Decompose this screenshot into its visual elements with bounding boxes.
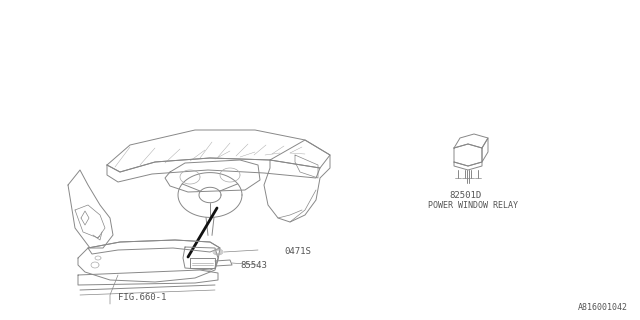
Text: FIG.660-1: FIG.660-1 (118, 293, 166, 302)
Text: A816001042: A816001042 (578, 303, 628, 313)
Text: POWER WINDOW RELAY: POWER WINDOW RELAY (428, 201, 518, 210)
Text: 0471S: 0471S (284, 246, 311, 255)
Text: 85543: 85543 (240, 260, 267, 269)
Text: 82501D: 82501D (449, 190, 481, 199)
